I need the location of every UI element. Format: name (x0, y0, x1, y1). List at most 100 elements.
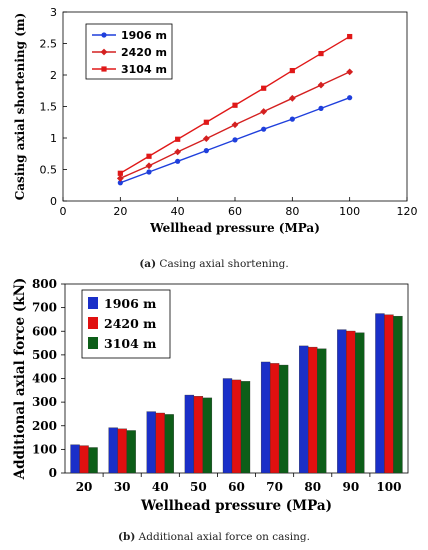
bar (278, 364, 289, 474)
data-point (232, 137, 238, 143)
data-point (317, 81, 325, 89)
legend-label: 3104 m (104, 336, 156, 351)
bar (164, 414, 174, 474)
y-tick-label: 500 (32, 348, 57, 362)
y-tick-label: 0 (50, 195, 57, 208)
data-point (318, 105, 324, 111)
legend-label: 3104 m (121, 63, 167, 76)
y-tick-label: 0.5 (40, 164, 58, 177)
x-axis-label: Wellhead pressure (MPa) (140, 498, 332, 514)
data-point (202, 135, 210, 143)
legend-label: 2420 m (104, 316, 156, 331)
data-point (175, 136, 181, 142)
bar (126, 430, 136, 474)
legend-label: 1906 m (121, 29, 167, 42)
x-tick-label: 90 (342, 480, 359, 494)
data-point (117, 170, 123, 176)
y-tick-label: 1 (50, 132, 57, 145)
bar (260, 361, 271, 474)
y-tick-label: 800 (32, 277, 57, 291)
y-tick-label: 2.5 (40, 38, 58, 51)
x-tick-label: 20 (76, 480, 93, 494)
legend-swatch (88, 297, 98, 309)
bar (202, 397, 213, 474)
bar (317, 348, 327, 474)
data-point (288, 94, 296, 102)
legend-swatch (88, 317, 98, 329)
x-tick-label: 70 (266, 480, 283, 494)
data-point (175, 158, 181, 164)
caption-a-label: (a) (139, 258, 157, 270)
bar (88, 447, 98, 474)
x-tick-label: 20 (113, 205, 127, 218)
data-point (146, 153, 152, 159)
caption-b-label: (b) (118, 531, 136, 543)
legend-label: 2420 m (121, 46, 167, 59)
x-tick-label: 40 (152, 480, 169, 494)
data-point (289, 67, 295, 74)
data-point (260, 108, 268, 115)
legend-marker (101, 32, 107, 38)
caption-a-text: Casing axial shortening. (156, 258, 289, 270)
data-point (318, 50, 324, 57)
x-tick-label: 60 (228, 480, 245, 494)
bar (346, 330, 356, 474)
data-point (116, 174, 124, 182)
x-tick-label: 120 (397, 205, 418, 218)
bar (117, 428, 127, 474)
y-tick-label: 100 (32, 442, 57, 456)
bar (355, 332, 365, 474)
bar (222, 378, 233, 474)
x-tick-label: 80 (285, 205, 299, 218)
y-tick-label: 3 (50, 6, 57, 19)
y-tick-label: 700 (32, 301, 57, 315)
bar (393, 315, 403, 474)
bar (240, 381, 251, 474)
caption-b-text: Additional axial force on casing. (135, 531, 310, 543)
data-point (231, 121, 239, 129)
chart-additional-axial-force: 0 100 200 300 400 500 600 700 800 20 30 40 50 60 70 80 9… (12, 277, 409, 514)
data-point (347, 33, 353, 40)
bar (70, 444, 80, 474)
caption-a: (a) Casing axial shortening. (0, 258, 428, 270)
bar (269, 363, 280, 474)
y-tick-label: 0 (49, 466, 57, 480)
y-tick-label: 1.5 (40, 101, 58, 114)
data-point (203, 119, 209, 125)
chart-casing-axial-shortening: 0 20 40 60 80 100 120 0 0.5 1 1.5 2 2.5 3 Wellhead pre… (13, 6, 418, 235)
bar (308, 346, 318, 474)
bar (146, 411, 156, 474)
x-tick-label: 100 (339, 205, 360, 218)
bar (384, 314, 394, 474)
caption-b: (b) Additional axial force on casing. (0, 531, 428, 543)
data-point (146, 169, 152, 175)
x-tick-label: 80 (304, 480, 321, 494)
data-point (145, 162, 153, 170)
legend-marker (100, 48, 108, 56)
y-tick-label: 2 (50, 69, 57, 82)
x-tick-label: 30 (114, 480, 131, 494)
y-axis-label: Additional axial force (kN) (12, 278, 28, 481)
bar (184, 394, 195, 474)
data-point (346, 68, 354, 76)
bar (299, 345, 309, 474)
x-tick-label: 0 (60, 205, 67, 218)
data-point (232, 102, 238, 108)
y-tick-label: 400 (32, 372, 57, 386)
data-point (117, 180, 123, 186)
bar (193, 396, 204, 474)
bar (231, 379, 242, 474)
x-tick-label: 100 (376, 480, 401, 494)
bar (337, 329, 347, 474)
y-tick-label: 300 (32, 395, 57, 409)
x-tick-label: 60 (228, 205, 242, 218)
bar (79, 445, 89, 474)
legend-swatch (88, 337, 98, 349)
data-point (261, 85, 267, 91)
legend-marker (101, 66, 107, 72)
bar (375, 313, 385, 474)
bar (155, 412, 165, 474)
data-point (203, 148, 209, 154)
legend-label: 1906 m (104, 296, 156, 311)
